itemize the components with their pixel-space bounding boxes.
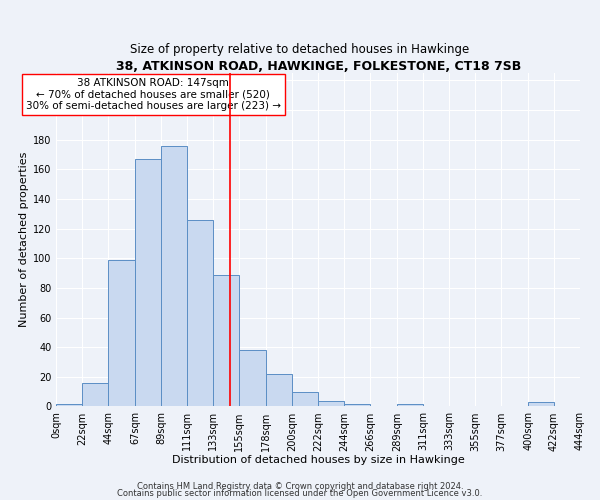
Text: Contains public sector information licensed under the Open Government Licence v3: Contains public sector information licen… [118, 489, 482, 498]
Bar [344, 404, 370, 406]
Bar [239, 350, 266, 406]
Text: Size of property relative to detached houses in Hawkinge: Size of property relative to detached ho… [130, 42, 470, 56]
Y-axis label: Number of detached properties: Number of detached properties [19, 152, 29, 328]
Bar [136, 159, 161, 406]
Bar [82, 383, 109, 406]
Text: Contains HM Land Registry data © Crown copyright and database right 2024.: Contains HM Land Registry data © Crown c… [137, 482, 463, 491]
Bar [109, 260, 136, 406]
Bar [528, 402, 554, 406]
Bar [397, 404, 423, 406]
Bar [161, 146, 187, 406]
Bar [292, 392, 318, 406]
Title: 38, ATKINSON ROAD, HAWKINGE, FOLKESTONE, CT18 7SB: 38, ATKINSON ROAD, HAWKINGE, FOLKESTONE,… [116, 60, 521, 73]
Bar [266, 374, 292, 406]
Text: 38 ATKINSON ROAD: 147sqm
← 70% of detached houses are smaller (520)
30% of semi-: 38 ATKINSON ROAD: 147sqm ← 70% of detach… [26, 78, 281, 111]
X-axis label: Distribution of detached houses by size in Hawkinge: Distribution of detached houses by size … [172, 455, 464, 465]
Bar [56, 404, 82, 406]
Bar [187, 220, 213, 406]
Bar [213, 274, 239, 406]
Bar [318, 400, 344, 406]
